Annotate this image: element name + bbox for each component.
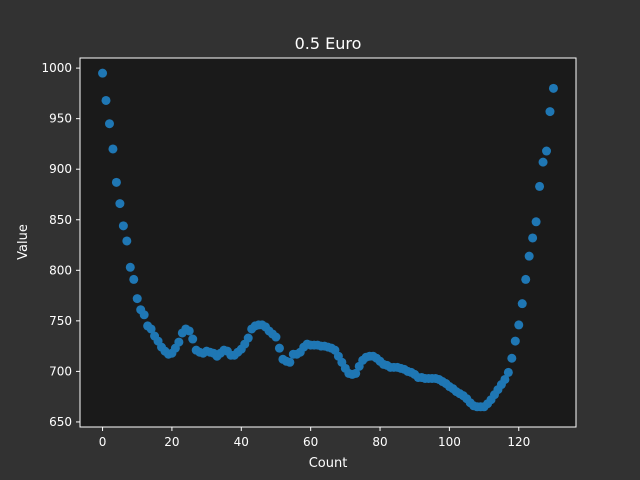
data-point xyxy=(500,374,510,384)
data-point xyxy=(115,199,125,209)
x-tick-label: 80 xyxy=(372,435,387,449)
y-tick-label: 950 xyxy=(49,112,72,126)
data-point xyxy=(101,95,111,105)
data-point xyxy=(122,236,132,246)
x-tick-label: 60 xyxy=(303,435,318,449)
data-point xyxy=(274,343,284,353)
data-point xyxy=(528,233,538,243)
data-point xyxy=(548,83,558,93)
data-point xyxy=(98,68,108,78)
data-point xyxy=(538,157,548,167)
data-point xyxy=(243,333,253,343)
y-tick-label: 700 xyxy=(49,364,72,378)
data-point xyxy=(118,221,128,231)
data-point xyxy=(174,337,184,347)
y-axis-label: Value xyxy=(16,224,31,260)
y-tick-label: 650 xyxy=(49,415,72,429)
x-tick-label: 40 xyxy=(234,435,249,449)
data-point xyxy=(535,181,545,191)
data-point xyxy=(503,367,513,377)
y-tick-label: 800 xyxy=(49,263,72,277)
data-point xyxy=(132,294,142,304)
data-point xyxy=(285,357,295,367)
x-axis-label: Count xyxy=(309,456,348,471)
plot-area xyxy=(79,57,577,428)
data-point xyxy=(146,324,156,334)
data-point xyxy=(351,368,361,378)
data-point xyxy=(104,119,114,129)
data-point xyxy=(507,353,517,363)
data-points xyxy=(98,68,558,412)
data-point xyxy=(125,262,135,272)
plot-frame xyxy=(79,57,577,428)
y-tick-label: 850 xyxy=(49,213,72,227)
data-point xyxy=(129,274,139,284)
data-point xyxy=(108,144,118,154)
data-point xyxy=(545,107,555,117)
data-point xyxy=(184,326,194,336)
y-tick-label: 1000 xyxy=(41,61,72,75)
data-point xyxy=(188,334,198,344)
data-point xyxy=(517,299,527,309)
y-axis: 650 700 750 800 850 900 950 1000 xyxy=(41,61,80,429)
data-point xyxy=(139,310,149,320)
x-tick-label: 120 xyxy=(507,435,530,449)
data-point xyxy=(542,146,552,156)
data-point xyxy=(510,336,520,346)
y-tick-label: 750 xyxy=(49,314,72,328)
data-point xyxy=(514,320,524,330)
data-point xyxy=(111,177,121,187)
data-point xyxy=(524,251,534,261)
x-axis: 0 20 40 60 80 100 120 xyxy=(99,427,530,449)
data-point xyxy=(271,332,281,342)
x-tick-label: 20 xyxy=(164,435,179,449)
data-point xyxy=(521,274,531,284)
x-tick-label: 0 xyxy=(99,435,107,449)
y-tick-label: 900 xyxy=(49,162,72,176)
x-tick-label: 100 xyxy=(438,435,461,449)
chart-title: 0.5 Euro xyxy=(295,34,362,53)
data-point xyxy=(531,217,541,227)
